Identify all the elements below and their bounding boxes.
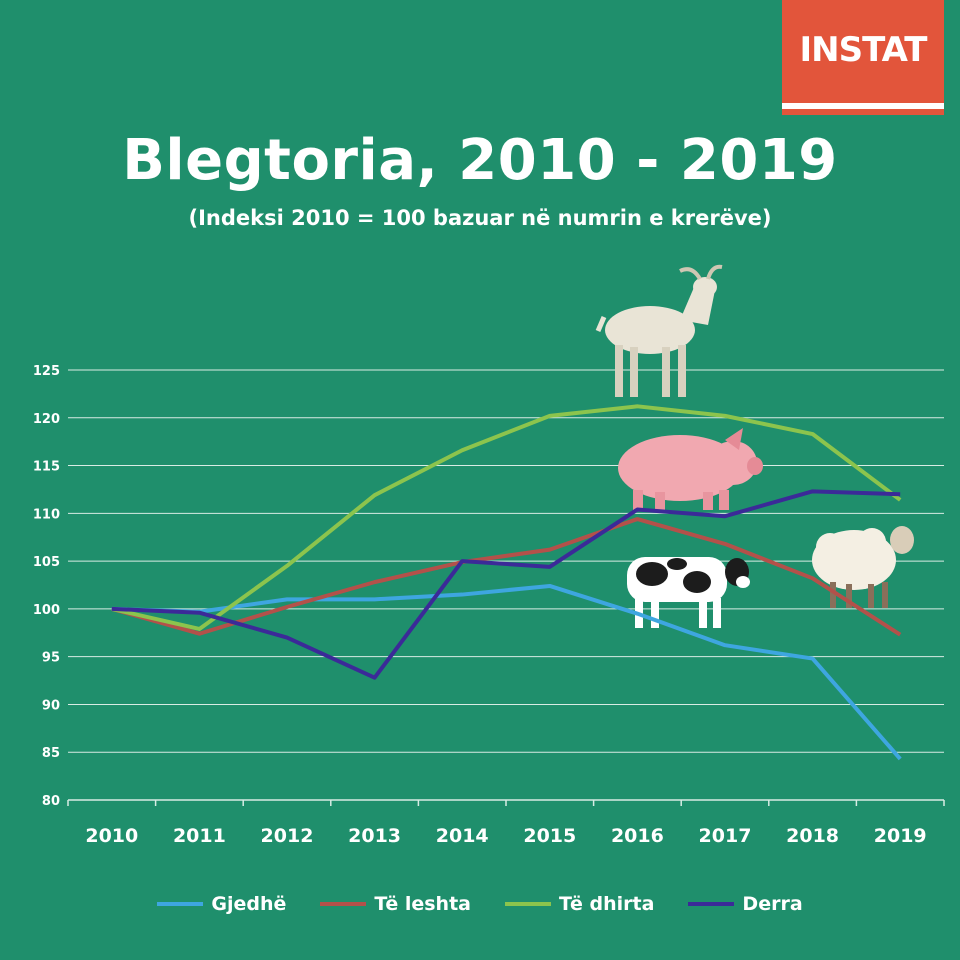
legend-label: Të leshta bbox=[374, 893, 471, 915]
y-tick-label: 80 bbox=[42, 794, 60, 809]
animal-illustrations bbox=[595, 264, 914, 628]
chart-title: Blegtoria, 2010 - 2019 bbox=[122, 128, 838, 193]
x-tick-label: 2012 bbox=[261, 825, 314, 847]
axes: 80 85 90 95 100 105 110 115 120 125 2010 2011 2012 20… bbox=[33, 364, 945, 847]
chart-legend: Gjedhë Të leshta Të dhirta Derra bbox=[0, 893, 960, 915]
legend-label: Gjedhë bbox=[211, 893, 287, 915]
series-line-4 bbox=[111, 489, 901, 680]
y-tick-label: 100 bbox=[33, 603, 60, 618]
x-tick-label: 2016 bbox=[611, 825, 664, 847]
legend-item: Të leshta bbox=[320, 893, 471, 915]
legend-swatch bbox=[157, 902, 204, 906]
y-tick-label: 125 bbox=[33, 364, 60, 379]
x-tick-label: 2018 bbox=[786, 825, 839, 847]
legend-label: Derra bbox=[742, 893, 803, 915]
cow-illustration bbox=[627, 557, 750, 628]
y-tick-label: 105 bbox=[33, 555, 60, 570]
series-line-3 bbox=[111, 404, 902, 631]
series-line-1 bbox=[111, 583, 902, 761]
pig-illustration bbox=[618, 428, 763, 510]
y-tick-label: 95 bbox=[42, 651, 60, 666]
legend-swatch bbox=[688, 902, 735, 906]
goat-illustration bbox=[595, 264, 723, 397]
y-tick-label: 110 bbox=[33, 507, 60, 522]
y-tick-label: 120 bbox=[33, 412, 60, 427]
x-tick-label: 2010 bbox=[85, 825, 138, 847]
legend-label: Të dhirta bbox=[559, 893, 655, 915]
logo-text: INSTAT bbox=[799, 30, 927, 70]
x-tick-label: 2015 bbox=[523, 825, 576, 847]
chart-subtitle: (Indeksi 2010 = 100 bazuar në numrin e k… bbox=[188, 206, 772, 230]
series-line-2 bbox=[111, 517, 902, 637]
legend-swatch bbox=[320, 902, 367, 906]
y-tick-label: 90 bbox=[42, 698, 60, 713]
sheep-illustration bbox=[812, 526, 914, 608]
gridlines bbox=[68, 369, 944, 753]
instat-logo: INSTAT bbox=[782, 0, 944, 115]
y-tick-label: 115 bbox=[33, 460, 60, 475]
legend-swatch bbox=[505, 902, 551, 906]
legend-item: Derra bbox=[688, 893, 803, 915]
legend-item: Të dhirta bbox=[505, 893, 654, 915]
y-tick-label: 85 bbox=[42, 746, 60, 761]
x-tick-label: 2014 bbox=[436, 825, 489, 847]
x-tick-label: 2017 bbox=[699, 825, 752, 847]
series-lines bbox=[111, 404, 902, 761]
legend-item: Gjedhë bbox=[157, 893, 286, 915]
x-tick-label: 2013 bbox=[348, 825, 401, 847]
logo-underline bbox=[782, 103, 944, 109]
x-tick-label: 2019 bbox=[874, 825, 927, 847]
x-tick-label: 2011 bbox=[173, 825, 226, 847]
